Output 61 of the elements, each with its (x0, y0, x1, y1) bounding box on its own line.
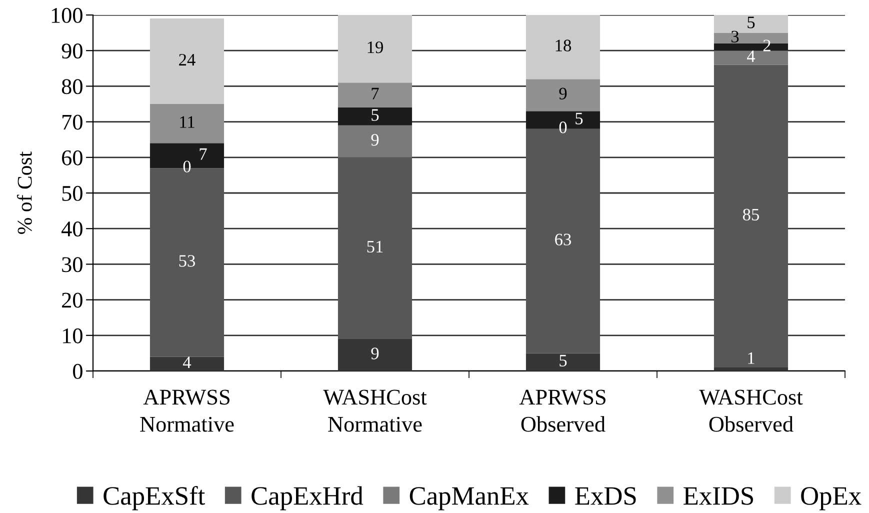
y-tick-label: 60 (62, 150, 82, 166)
data-label: 85 (742, 208, 759, 220)
y-axis-title: % of Cost (16, 151, 32, 234)
data-label: 63 (555, 234, 571, 246)
data-label: 2 (763, 40, 770, 52)
y-tick-label: 30 (62, 257, 82, 272)
bar (150, 356, 224, 371)
legend-label: ExIDS (684, 487, 754, 505)
data-label: 7 (200, 148, 207, 160)
bar (714, 367, 788, 371)
x-tick-label: WASHCost Normative (323, 390, 427, 432)
y-tick-label: 90 (62, 44, 82, 59)
legend-label: OpEx (801, 487, 862, 510)
y-tick-label: 100 (52, 8, 82, 23)
y-tick-label: 80 (62, 79, 82, 94)
data-label: 5 (576, 112, 583, 124)
data-label: 3 (732, 30, 739, 42)
data-label: 9 (559, 88, 567, 100)
bar (526, 353, 600, 371)
bar (338, 15, 412, 83)
data-label: 24 (179, 54, 196, 66)
legend-label: CapExHrd (252, 486, 364, 510)
data-label: 19 (368, 42, 383, 54)
bar (150, 18, 224, 104)
data-label: 1 (748, 352, 754, 364)
bar (526, 15, 600, 80)
data-label: 7 (372, 88, 379, 100)
data-label: 4 (747, 50, 756, 62)
bar (338, 108, 412, 126)
annotation: 0 (559, 122, 567, 134)
data-label: 51 (367, 240, 383, 253)
bar (338, 125, 412, 158)
bar (338, 157, 412, 339)
x-tick-label: APRWSS Normative (140, 390, 234, 432)
data-label: 5 (748, 16, 755, 28)
data-label: 5 (560, 354, 567, 366)
data-label: 11 (180, 116, 194, 128)
annotation: 0 (183, 160, 191, 172)
legend-label: CapManEx (410, 487, 529, 510)
data-label: 9 (371, 348, 379, 360)
bar (526, 79, 600, 112)
y-tick-label: 40 (61, 222, 82, 237)
y-tick-label: 10 (63, 328, 82, 344)
data-label: 4 (183, 356, 192, 368)
y-tick-label: 50 (62, 186, 82, 201)
bar (150, 104, 224, 144)
x-tick-label: WASHCost Observed (699, 390, 803, 432)
bar (338, 82, 412, 108)
data-label: 53 (179, 255, 195, 267)
data-label: 9 (371, 134, 379, 146)
bar (714, 50, 788, 65)
y-tick-label: 0 (73, 364, 82, 379)
data-label: 18 (556, 40, 572, 52)
x-tick-label: APRWSS Observed (519, 390, 606, 432)
legend-label: CapExSft (104, 486, 205, 510)
data-label: 5 (372, 109, 379, 121)
bar (338, 338, 412, 371)
bar (714, 64, 788, 368)
y-tick-label: 20 (62, 292, 82, 308)
y-tick-label: 70 (62, 114, 82, 130)
legend-label: ExDS (575, 487, 636, 505)
